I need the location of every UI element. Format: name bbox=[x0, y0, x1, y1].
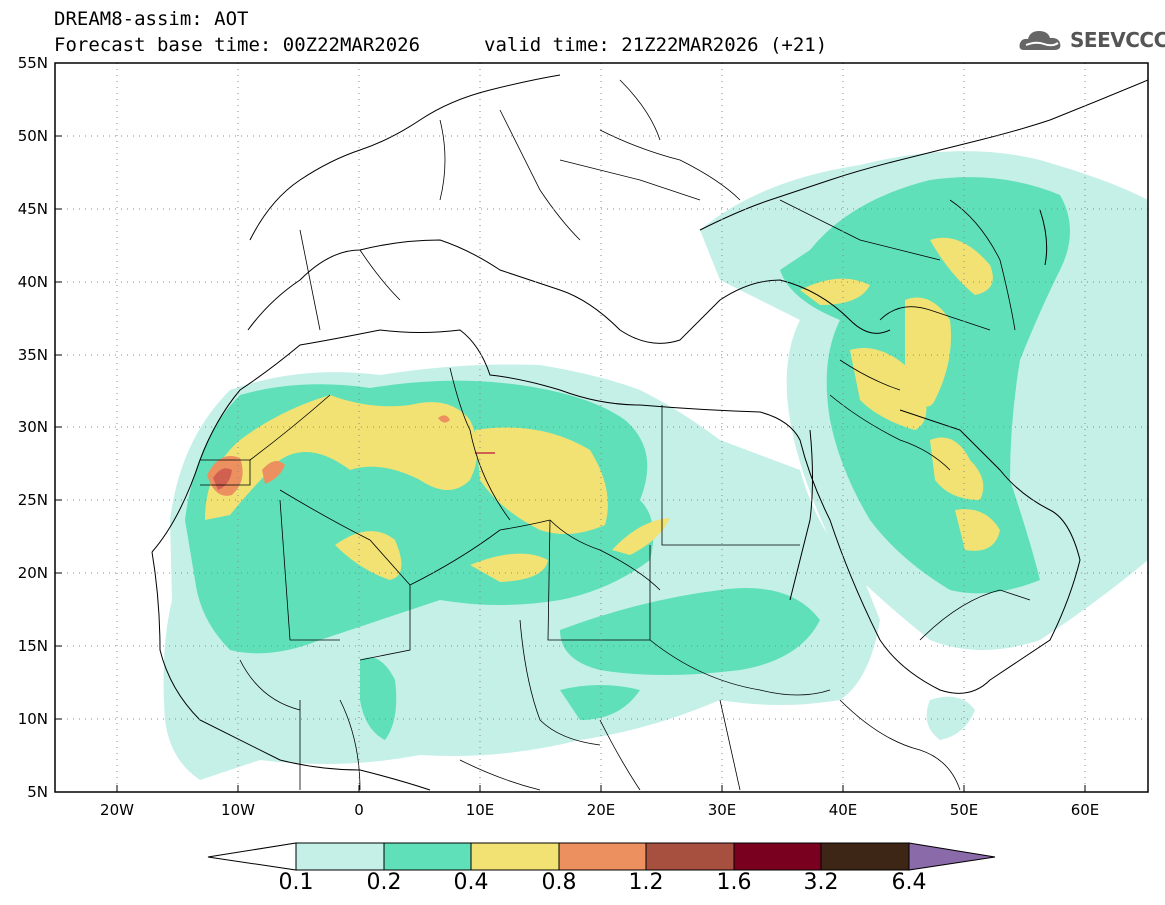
colorbar-swatch bbox=[470, 842, 560, 871]
colorbar-swatch bbox=[820, 842, 910, 871]
lat-label: 15N bbox=[17, 637, 48, 655]
model-title: DREAM8-assim: AOT bbox=[54, 8, 249, 30]
country-borders bbox=[200, 79, 1031, 791]
lat-label: 5N bbox=[27, 783, 48, 801]
lon-label: 60E bbox=[1070, 801, 1100, 819]
colorbar-under-arrow bbox=[207, 842, 297, 871]
colorbar-swatch bbox=[383, 842, 472, 871]
lon-label: 0 bbox=[354, 801, 364, 819]
colorbar bbox=[207, 842, 996, 871]
lat-label: 40N bbox=[17, 273, 48, 291]
lat-label: 25N bbox=[17, 491, 48, 509]
lon-label: 20W bbox=[100, 801, 134, 819]
colorbar-label: 0.4 bbox=[453, 870, 489, 895]
lat-label: 30N bbox=[17, 418, 48, 436]
seevccc-logo: SEEVCCC bbox=[1018, 26, 1165, 56]
colorbar-label: 0.2 bbox=[366, 870, 402, 895]
axis-ticks bbox=[55, 62, 1086, 792]
lat-label: 45N bbox=[17, 200, 48, 218]
aot-band-0-4 bbox=[205, 237, 1000, 582]
valid-time-label: valid time: 21Z22MAR2026 (+21) bbox=[484, 34, 828, 56]
aot-fill-layer bbox=[151, 74, 1148, 791]
lon-label: 10E bbox=[465, 801, 495, 819]
colorbar-over-arrow bbox=[908, 842, 996, 871]
lat-label: 55N bbox=[17, 54, 48, 72]
colorbar-swatch bbox=[558, 842, 647, 871]
lat-label: 50N bbox=[17, 127, 48, 145]
logo-text: SEEVCCC bbox=[1070, 28, 1165, 52]
lon-label: 40E bbox=[828, 801, 858, 819]
lon-label: 20E bbox=[586, 801, 616, 819]
lon-label: 50E bbox=[949, 801, 979, 819]
colorbar-label: 1.6 bbox=[716, 870, 752, 895]
colorbar-label: 3.2 bbox=[803, 870, 839, 895]
cloud-icon bbox=[1019, 31, 1061, 50]
lat-label: 35N bbox=[17, 346, 48, 364]
colorbar-label: 6.4 bbox=[891, 870, 927, 895]
colorbar-label: 0.8 bbox=[541, 870, 577, 895]
colorbar-swatch bbox=[733, 842, 822, 871]
colorbar-swatch bbox=[295, 842, 385, 871]
grid-lines bbox=[55, 63, 1148, 792]
colorbar-label: 1.2 bbox=[628, 870, 664, 895]
lat-label: 10N bbox=[17, 710, 48, 728]
lon-label: 30E bbox=[707, 801, 737, 819]
lat-label: 20N bbox=[17, 564, 48, 582]
lon-label: 10W bbox=[221, 801, 255, 819]
colorbar-label: 0.1 bbox=[278, 870, 314, 895]
colorbar-swatch bbox=[645, 842, 735, 871]
base-time-label: Forecast base time: 00Z22MAR2026 bbox=[54, 34, 421, 56]
